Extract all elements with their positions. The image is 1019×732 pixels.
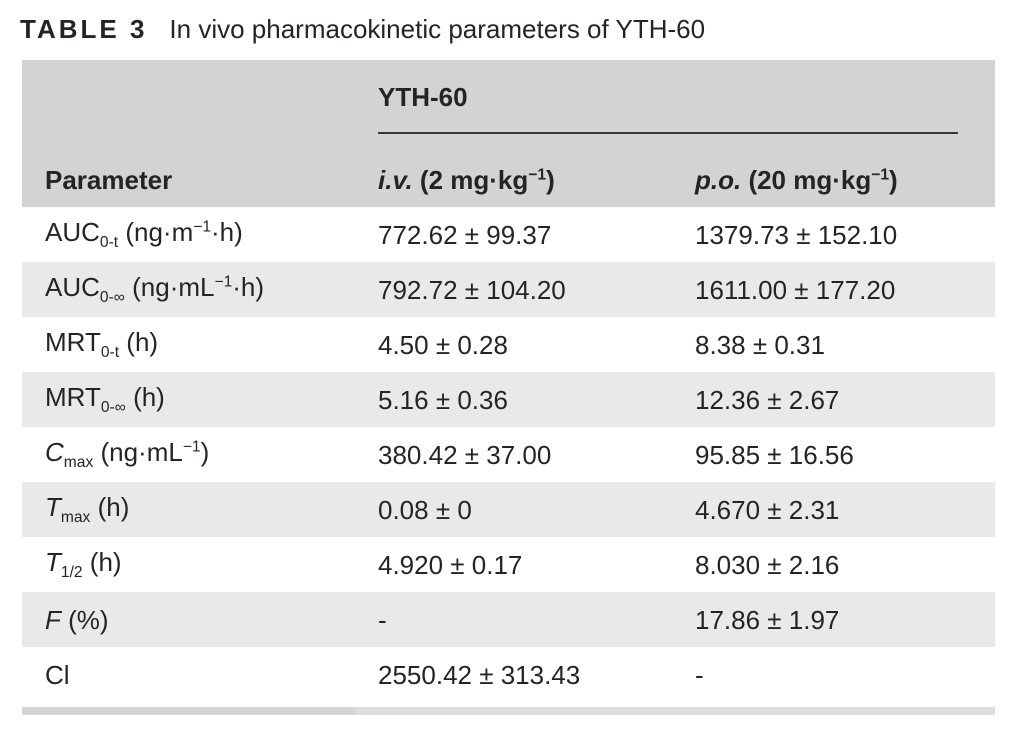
bottom-border-left-segment bbox=[22, 707, 355, 715]
po-value-cell: 4.670 ± 2.31 bbox=[695, 494, 840, 525]
table-bottom-border bbox=[22, 707, 995, 715]
parameter-cell: Tmax (h) bbox=[45, 491, 130, 526]
table-title: In vivo pharmacokinetic parameters of YT… bbox=[169, 14, 706, 44]
group-header-rule bbox=[378, 132, 958, 134]
iv-value-cell: - bbox=[378, 604, 387, 635]
parameter-cell: T1/2 (h) bbox=[45, 546, 122, 581]
parameter-cell: MRT0-∞ (h) bbox=[45, 381, 165, 416]
bottom-border-right-segment bbox=[355, 707, 995, 715]
iv-value-cell: 5.16 ± 0.36 bbox=[378, 384, 508, 415]
col-header-po-dose: p.o. (20 mg·kg−1) bbox=[695, 165, 898, 195]
table-caption: TABLE 3 In vivo pharmacokinetic parameter… bbox=[20, 13, 705, 45]
po-value-cell: 12.36 ± 2.67 bbox=[695, 384, 840, 415]
iv-value-cell: 2550.42 ± 313.43 bbox=[378, 659, 581, 690]
po-value-cell: - bbox=[695, 659, 704, 690]
parameter-cell: MRT0-t (h) bbox=[45, 326, 159, 361]
po-value-cell: 17.86 ± 1.97 bbox=[695, 604, 840, 635]
iv-value-cell: 772.62 ± 99.37 bbox=[378, 219, 552, 250]
table-row: Cl 2550.42 ± 313.43 - bbox=[22, 647, 995, 702]
table-row: MRT0-t (h) 4.50 ± 0.28 8.38 ± 0.31 bbox=[22, 317, 995, 372]
iv-value-cell: 0.08 ± 0 bbox=[378, 494, 472, 525]
table-number: TABLE 3 bbox=[20, 14, 148, 44]
table-row: T1/2 (h) 4.920 ± 0.17 8.030 ± 2.16 bbox=[22, 537, 995, 592]
table-header: YTH-60 Parameter i.v. (2 mg·kg−1) p.o. (… bbox=[22, 60, 995, 207]
table-row: AUC0-t (ng·m−1·h) 772.62 ± 99.37 1379.73 ±… bbox=[22, 207, 995, 262]
parameter-cell: AUC0-t (ng·m−1·h) bbox=[45, 216, 243, 251]
table-row: AUC0-∞ (ng·mL−1·h) 792.72 ± 104.20 1611.00… bbox=[22, 262, 995, 317]
parameter-cell: AUC0-∞ (ng·mL−1·h) bbox=[45, 271, 265, 306]
iv-value-cell: 380.42 ± 37.00 bbox=[378, 439, 552, 470]
col-header-parameter: Parameter bbox=[45, 165, 173, 195]
table-row: F (%) - 17.86 ± 1.97 bbox=[22, 592, 995, 647]
po-value-cell: 1611.00 ± 177.20 bbox=[695, 274, 896, 305]
iv-value-cell: 4.50 ± 0.28 bbox=[378, 329, 508, 360]
po-value-cell: 1379.73 ± 152.10 bbox=[695, 219, 898, 250]
parameter-cell: F (%) bbox=[45, 604, 109, 635]
group-header-yth60: YTH-60 bbox=[378, 82, 468, 112]
iv-value-cell: 4.920 ± 0.17 bbox=[378, 549, 523, 580]
column-header-row: Parameter i.v. (2 mg·kg−1) p.o. (20 mg·k… bbox=[22, 167, 995, 193]
pharmacokinetics-table: YTH-60 Parameter i.v. (2 mg·kg−1) p.o. (… bbox=[22, 60, 995, 715]
table-row: MRT0-∞ (h) 5.16 ± 0.36 12.36 ± 2.67 bbox=[22, 372, 995, 427]
table-row: Cmax (ng·mL−1) 380.42 ± 37.00 95.85 ± 16.5… bbox=[22, 427, 995, 482]
parameter-cell: Cl bbox=[45, 659, 70, 690]
po-value-cell: 95.85 ± 16.56 bbox=[695, 439, 854, 470]
col-header-iv-dose: i.v. (2 mg·kg−1) bbox=[378, 165, 555, 195]
table-body: AUC0-t (ng·m−1·h) 772.62 ± 99.37 1379.73 ±… bbox=[22, 207, 995, 702]
po-value-cell: 8.38 ± 0.31 bbox=[695, 329, 825, 360]
iv-value-cell: 792.72 ± 104.20 bbox=[378, 274, 566, 305]
parameter-cell: Cmax (ng·mL−1) bbox=[45, 436, 210, 471]
table-row: Tmax (h) 0.08 ± 0 4.670 ± 2.31 bbox=[22, 482, 995, 537]
po-value-cell: 8.030 ± 2.16 bbox=[695, 549, 840, 580]
